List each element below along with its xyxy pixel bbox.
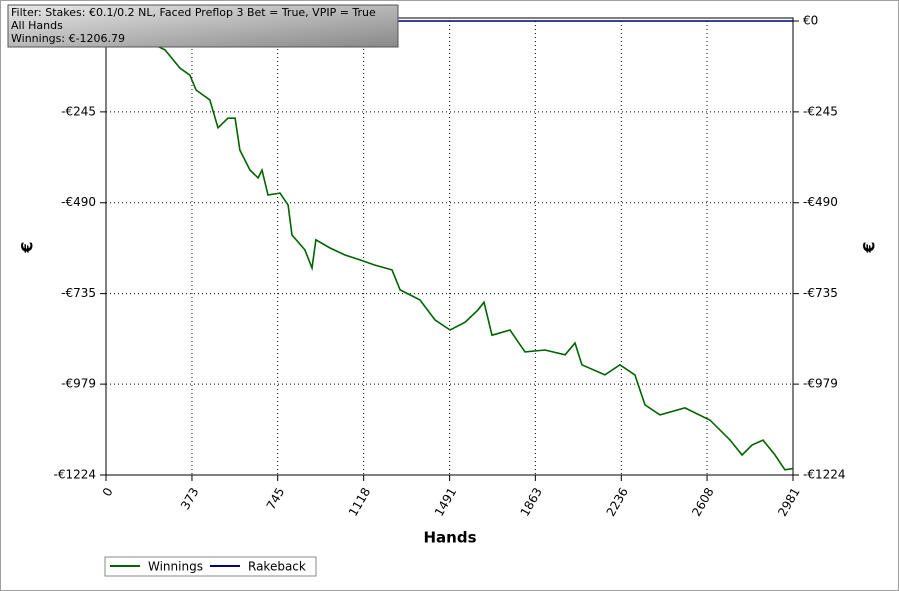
y-tick-label: -€979 [61, 377, 96, 391]
filter-text: Filter: Stakes: €0.1/0.2 NL, Faced Prefl… [11, 6, 376, 19]
y2-axis-label: € [860, 241, 879, 253]
y2-tick-label: €0 [803, 14, 818, 28]
y-tick-label: -€735 [61, 286, 96, 300]
y2-tick-label: -€245 [803, 104, 838, 118]
y2-tick-label: -€735 [803, 286, 838, 300]
y2-tick-label: -€490 [803, 195, 838, 209]
filter-text: All Hands [11, 19, 63, 32]
filter-text: Winnings: €-1206.79 [11, 32, 125, 45]
filter-box [7, 4, 399, 48]
y-tick-label: -€490 [61, 195, 96, 209]
legend-label: Winnings [148, 560, 203, 574]
y-tick-label: -€1224 [53, 468, 96, 482]
x-axis-label: Hands [423, 529, 476, 547]
plot-frame [105, 17, 794, 476]
legend-label: Rakeback [248, 560, 306, 574]
y2-tick-label: -€979 [803, 377, 838, 391]
y2-tick-label: -€1224 [803, 468, 846, 482]
y-tick-label: -€245 [61, 104, 96, 118]
series-line [105, 20, 794, 471]
y-axis-label: € [18, 241, 37, 253]
